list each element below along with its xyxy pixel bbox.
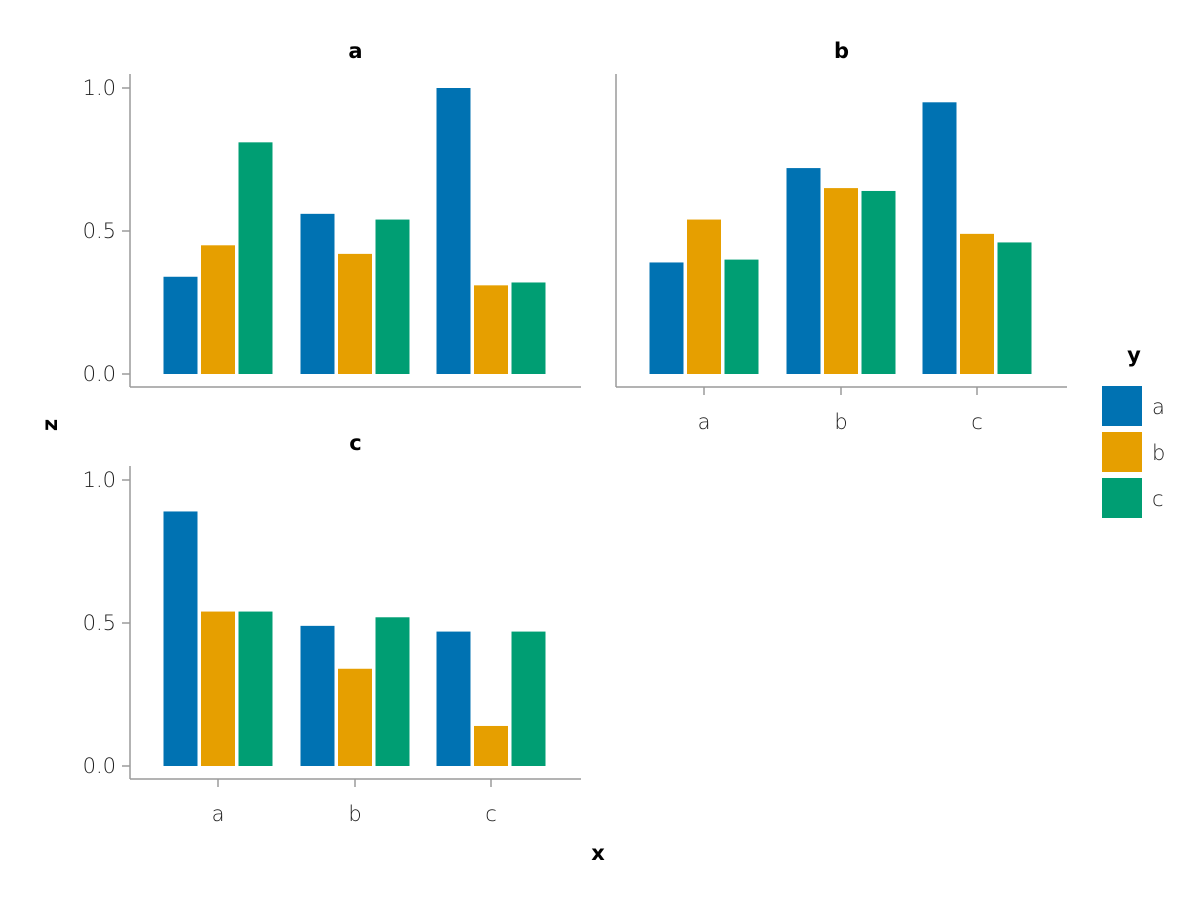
y-tick-label: 0.0 bbox=[83, 754, 116, 778]
bar-a-c-a bbox=[436, 88, 471, 374]
bar-b-a-a bbox=[649, 262, 684, 374]
bar-b-a-c bbox=[724, 259, 759, 374]
bar-a-a-c bbox=[238, 142, 273, 374]
x-tick-label: b bbox=[834, 410, 847, 434]
bar-b-a-b bbox=[687, 219, 721, 374]
bar-a-c-b bbox=[474, 285, 508, 374]
legend-swatch bbox=[1102, 386, 1142, 426]
bar-c-c-a bbox=[436, 631, 471, 766]
y-tick-label: 0.5 bbox=[83, 611, 116, 635]
x-tick-label: b bbox=[348, 802, 361, 826]
bar-c-a-a bbox=[163, 511, 198, 766]
panel-a: a 0.0 0.5 1.0 bbox=[83, 39, 581, 388]
bar-a-a-a bbox=[163, 276, 198, 374]
bar-c-a-c bbox=[238, 611, 273, 766]
bar-a-a-b bbox=[201, 245, 235, 374]
y-tick-label: 1.0 bbox=[83, 468, 116, 492]
chart-panels: a 0.0 0.5 1.0 b a b c c 0.0 0.5 1.0 a b c bbox=[83, 39, 1067, 826]
bar-c-b-a bbox=[300, 625, 335, 766]
legend: y abc bbox=[1102, 343, 1165, 518]
bar-c-a-b bbox=[201, 611, 235, 766]
bar-b-b-a bbox=[786, 168, 821, 374]
panel-title: a bbox=[348, 39, 362, 63]
bar-c-b-b bbox=[338, 668, 372, 766]
y-tick-label: 0.0 bbox=[83, 362, 116, 386]
bar-a-b-c bbox=[375, 219, 410, 374]
legend-item-b: b bbox=[1102, 432, 1165, 472]
x-tick-label: c bbox=[485, 802, 497, 826]
legend-label: c bbox=[1152, 487, 1164, 511]
x-tick-label: a bbox=[698, 410, 711, 434]
x-axis-title: x bbox=[591, 841, 605, 865]
bar-c-c-c bbox=[511, 631, 546, 766]
legend-label: a bbox=[1152, 395, 1165, 419]
panel-title: b bbox=[834, 39, 849, 63]
x-tick-label: c bbox=[971, 410, 983, 434]
bar-a-b-b bbox=[338, 253, 372, 374]
legend-swatch bbox=[1102, 478, 1142, 518]
legend-label: b bbox=[1152, 441, 1165, 465]
panel-b: b a b c bbox=[615, 39, 1067, 434]
x-tick-label: a bbox=[212, 802, 225, 826]
y-tick-label: 0.5 bbox=[83, 219, 116, 243]
bar-b-c-c bbox=[997, 242, 1032, 374]
bar-c-b-c bbox=[375, 617, 410, 766]
y-tick-label: 1.0 bbox=[83, 76, 116, 100]
legend-title: y bbox=[1127, 343, 1141, 367]
bar-b-b-c bbox=[861, 190, 896, 374]
panel-c: c 0.0 0.5 1.0 a b c bbox=[83, 431, 581, 826]
panel-title: c bbox=[349, 431, 361, 455]
bar-b-c-b bbox=[960, 233, 994, 374]
legend-item-c: c bbox=[1102, 478, 1164, 518]
bar-c-c-b bbox=[474, 725, 508, 766]
bar-b-b-b bbox=[824, 188, 858, 374]
bar-a-c-c bbox=[511, 282, 546, 374]
y-axis-title: z bbox=[38, 419, 62, 431]
bar-a-b-a bbox=[300, 213, 335, 374]
legend-item-a: a bbox=[1102, 386, 1165, 426]
legend-swatch bbox=[1102, 432, 1142, 472]
bar-b-c-a bbox=[922, 102, 957, 375]
